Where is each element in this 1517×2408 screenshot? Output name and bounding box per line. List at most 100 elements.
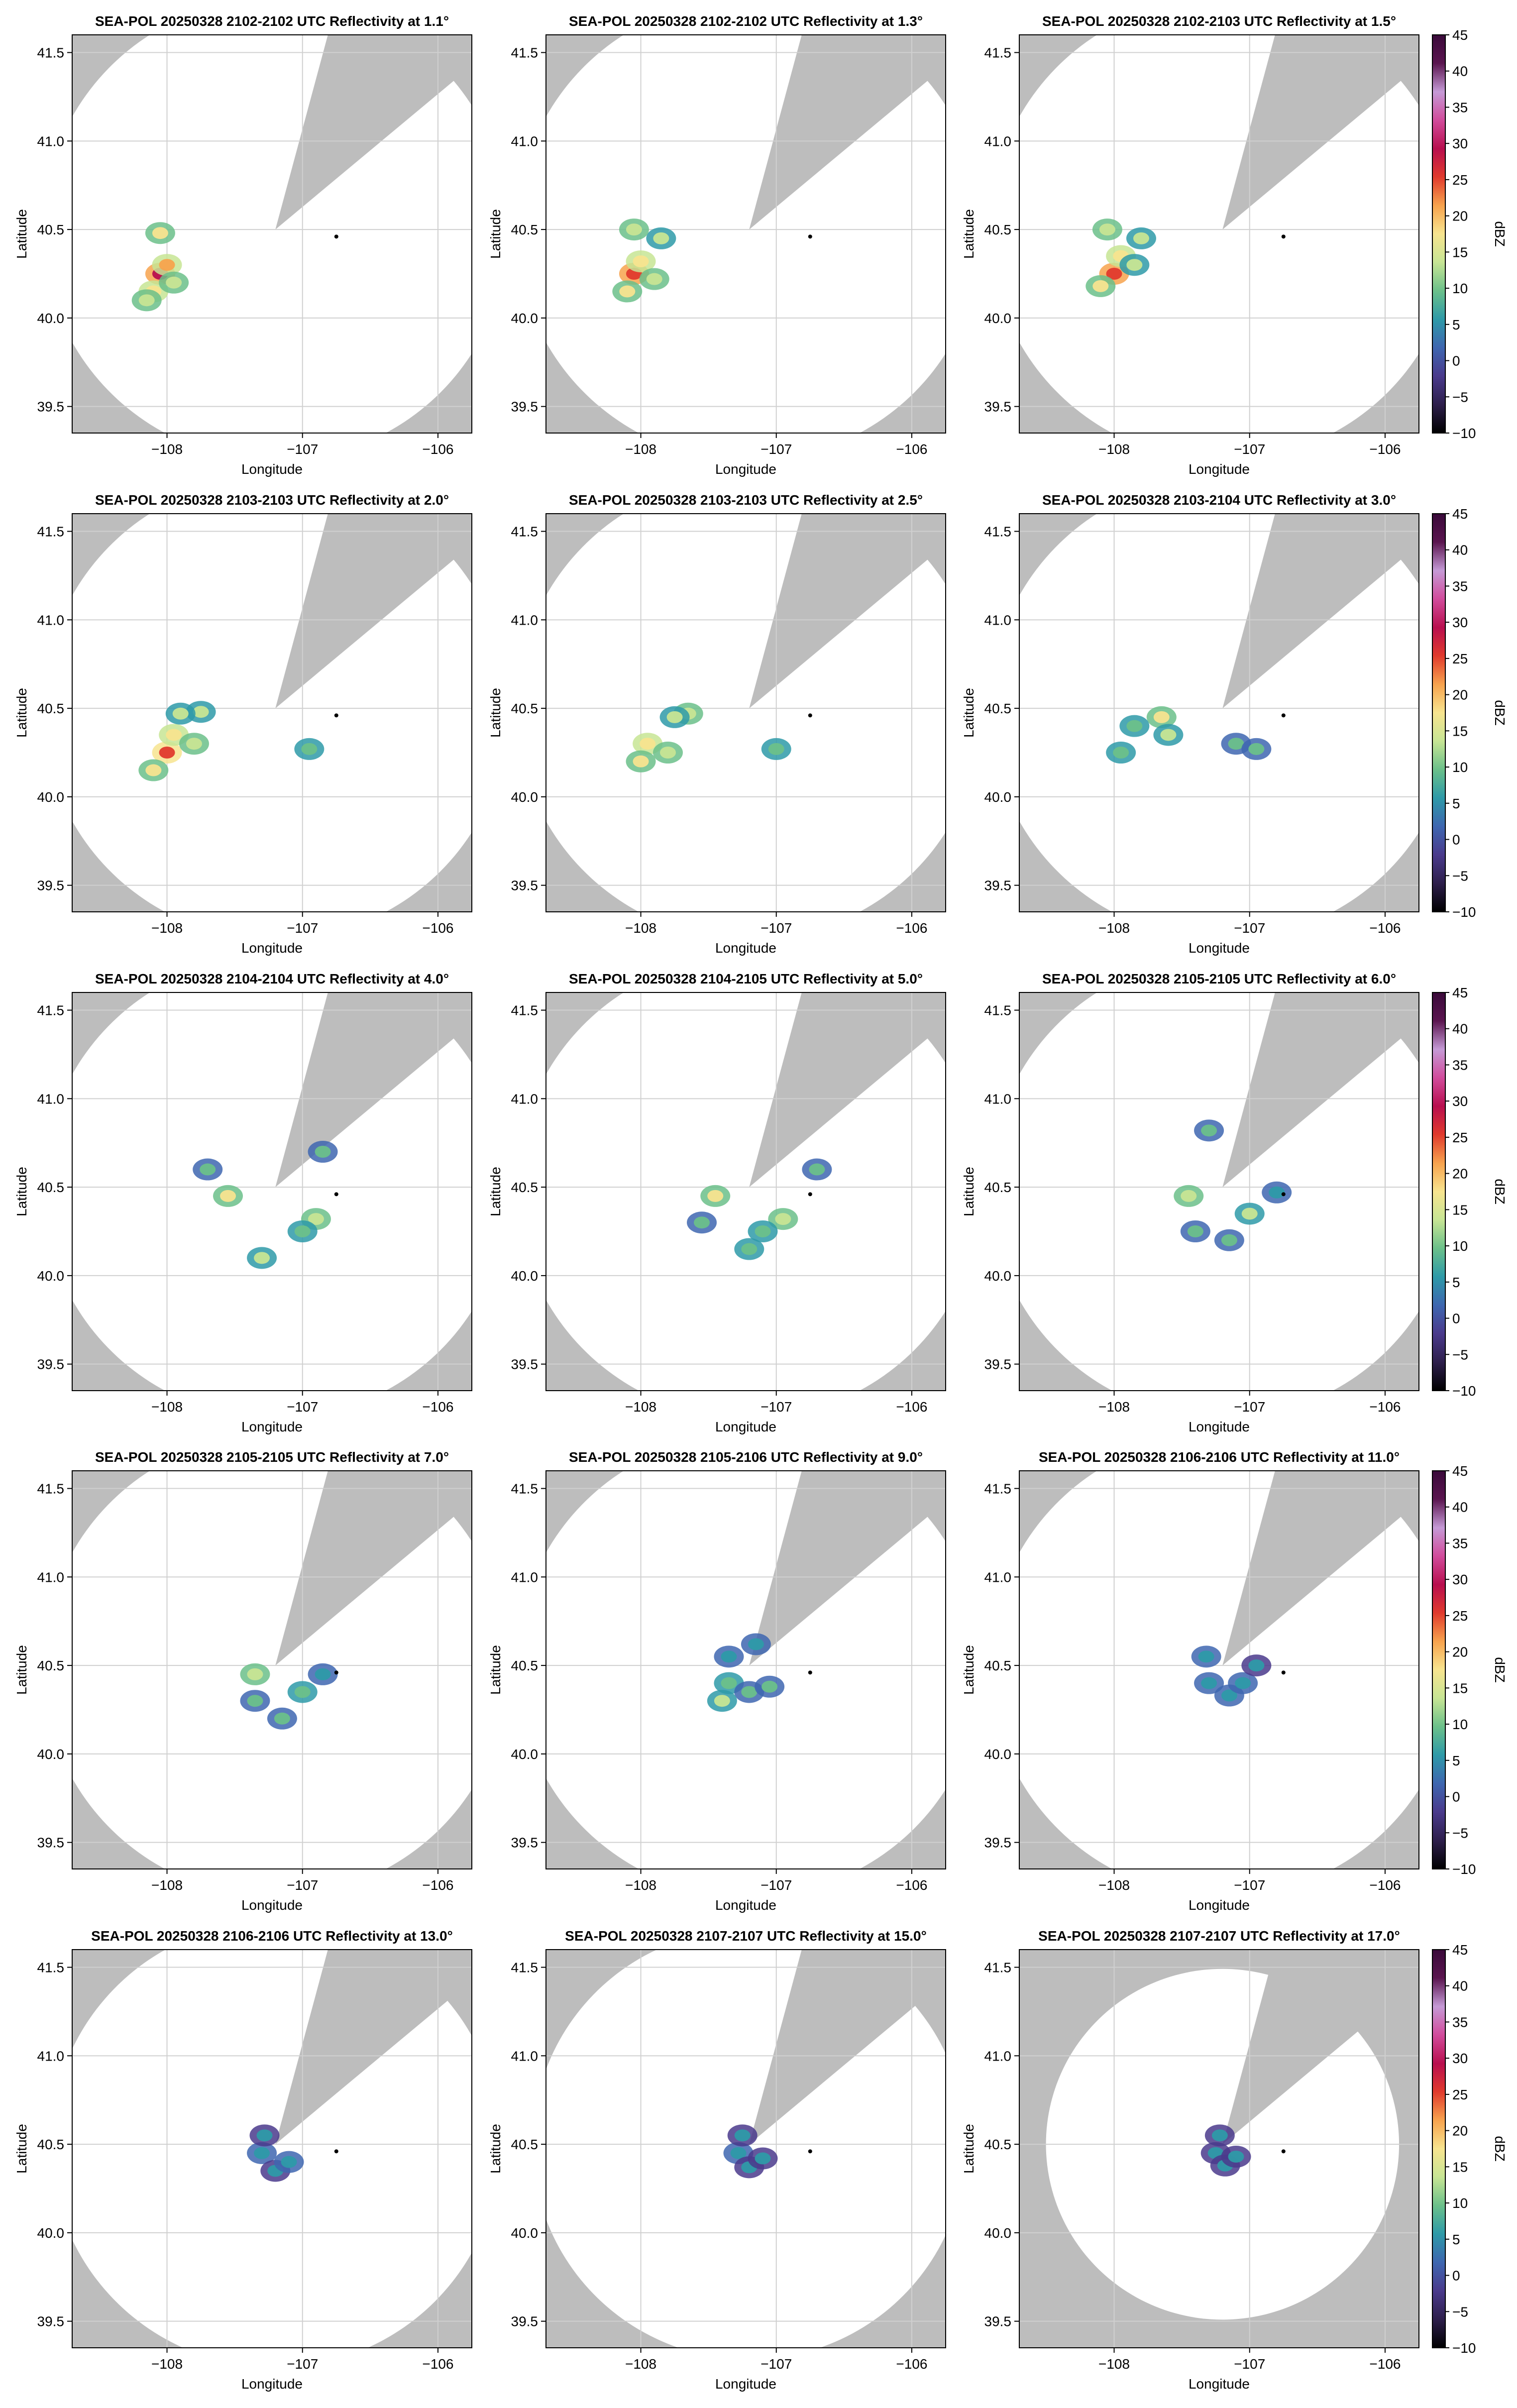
- y-axis-label: Latitude: [488, 688, 503, 738]
- x-tick-label: −108: [1098, 441, 1130, 457]
- y-axis-label: Latitude: [14, 688, 29, 738]
- site-marker: [808, 713, 812, 718]
- x-axis-label: Longitude: [1189, 461, 1250, 477]
- x-axis-label: Longitude: [715, 1419, 776, 1434]
- reflectivity-echo-core: [741, 1243, 758, 1255]
- y-tick-label: 40.0: [37, 2225, 65, 2241]
- x-tick-label: −106: [1369, 920, 1401, 936]
- radar-coverage-area: [546, 992, 946, 1391]
- y-tick-label: 40.0: [984, 1747, 1012, 1762]
- colorbar-tick-label: 25: [1452, 2087, 1468, 2102]
- reflectivity-echo-core: [748, 1638, 764, 1650]
- reflectivity-echo-core: [721, 1650, 737, 1663]
- radar-coverage-area: [72, 992, 472, 1391]
- reflectivity-echo-core: [1248, 743, 1265, 755]
- colorbar-tick-label: 25: [1452, 1130, 1468, 1145]
- colorbar: 45 40 35 30 25 20 15 10 5 0 −5 −10 dBZ: [1432, 1463, 1508, 1877]
- colorbar-label: dBZ: [1492, 2136, 1508, 2161]
- y-tick-label: 41.5: [511, 1003, 539, 1018]
- x-tick-label: −106: [1369, 441, 1401, 457]
- y-tick-label: 39.5: [511, 1357, 539, 1372]
- colorbar-tick-label: 15: [1452, 244, 1468, 260]
- y-tick-label: 40.5: [984, 222, 1012, 237]
- colorbar-tick-label: −5: [1452, 868, 1468, 883]
- y-tick-label: 39.5: [37, 2314, 65, 2329]
- x-axis-label: Longitude: [715, 461, 776, 477]
- y-tick-label: 41.0: [37, 2048, 65, 2064]
- colorbar-tick-label: 10: [1452, 1717, 1468, 1732]
- colorbar-tick-label: 30: [1452, 1572, 1468, 1587]
- reflectivity-echo-core: [186, 738, 202, 750]
- colorbar-tick-label: 40: [1452, 64, 1468, 79]
- reflectivity-echo-core: [646, 273, 662, 285]
- reflectivity-echo-core: [1228, 738, 1244, 750]
- y-axis-label: Latitude: [488, 2124, 503, 2174]
- colorbar-tick-label: 45: [1452, 506, 1468, 522]
- x-tick-label: −106: [422, 1399, 453, 1415]
- colorbar-tick-label: 35: [1452, 1535, 1468, 1551]
- colorbar-tick-label: 45: [1452, 1942, 1468, 1958]
- y-axis-label: Latitude: [961, 688, 976, 738]
- reflectivity-echo-core: [315, 1146, 331, 1158]
- echo-group: [240, 1663, 338, 1730]
- colorbar-gradient: [1432, 1470, 1446, 1869]
- site-marker: [1281, 2149, 1286, 2154]
- ppi-panel: −108 −107 −106 41.5 41.0 40.5 40.0 39.5 SEA-POL …: [961, 1449, 1419, 1913]
- x-tick-label: −108: [625, 1877, 656, 1893]
- axes-frame: [72, 34, 472, 434]
- y-tick-label: 41.5: [37, 45, 65, 61]
- y-tick-label: 39.5: [37, 1357, 65, 1372]
- y-tick-label: 41.0: [37, 133, 65, 149]
- ppi-panel: −108 −107 −106 41.5 41.0 40.5 40.0 39.5 SEA-POL …: [488, 492, 946, 956]
- y-tick-label: 41.5: [984, 45, 1012, 61]
- y-axis-label: Latitude: [488, 209, 503, 259]
- y-tick-label: 39.5: [984, 1357, 1012, 1372]
- panel-title: SEA-POL 20250328 2105-2106 UTC Reflectiv…: [569, 1449, 923, 1465]
- echo-group: [612, 219, 676, 303]
- reflectivity-echo-core: [1153, 711, 1170, 723]
- reflectivity-echo-core: [220, 1190, 236, 1202]
- x-tick-label: −107: [760, 2356, 792, 2372]
- colorbar-tick-label: 30: [1452, 136, 1468, 151]
- colorbar-tick-label: 35: [1452, 578, 1468, 594]
- reflectivity-echo-core: [1211, 2129, 1228, 2142]
- reflectivity-echo-core: [1133, 232, 1149, 244]
- echo-group: [687, 1158, 832, 1260]
- y-tick-label: 40.0: [511, 311, 539, 326]
- colorbar-tick-label: −10: [1452, 426, 1476, 441]
- y-tick-label: 39.5: [984, 2314, 1012, 2329]
- y-tick-label: 40.0: [511, 789, 539, 805]
- reflectivity-echo-core: [254, 2147, 270, 2159]
- reflectivity-echo-core: [274, 1712, 290, 1725]
- colorbar-tick-label: 20: [1452, 2123, 1468, 2139]
- y-tick-label: 40.5: [984, 701, 1012, 716]
- y-tick-label: 40.5: [37, 222, 65, 237]
- x-axis-label: Longitude: [1189, 2376, 1250, 2392]
- colorbar-tick-label: 10: [1452, 760, 1468, 775]
- y-axis-label: Latitude: [14, 1167, 29, 1216]
- reflectivity-echo-core: [193, 706, 209, 718]
- y-tick-label: 41.0: [511, 133, 539, 149]
- y-tick-label: 41.0: [511, 1091, 539, 1106]
- reflectivity-echo-core: [247, 1668, 263, 1680]
- reflectivity-echo-core: [1126, 259, 1143, 271]
- axes-frame: [545, 513, 946, 912]
- x-tick-label: −106: [422, 920, 453, 936]
- reflectivity-echo-core: [1248, 1659, 1265, 1672]
- reflectivity-echo-core: [172, 707, 189, 720]
- echo-group: [131, 222, 189, 312]
- colorbar-tick-label: 20: [1452, 1644, 1468, 1660]
- reflectivity-echo-core: [159, 259, 175, 271]
- site-marker: [808, 2149, 812, 2154]
- axes-frame: [1019, 1949, 1419, 2348]
- x-axis-label: Longitude: [241, 1897, 303, 1913]
- y-tick-label: 41.5: [984, 1481, 1012, 1497]
- y-tick-label: 41.0: [984, 1569, 1012, 1585]
- site-marker: [1281, 1670, 1286, 1675]
- colorbar-tick-label: 40: [1452, 1978, 1468, 1994]
- ppi-panel: −108 −107 −106 41.5 41.0 40.5 40.0 39.5 SEA-POL …: [14, 492, 472, 956]
- colorbar-tick-label: 5: [1452, 1275, 1460, 1290]
- y-tick-label: 41.0: [37, 612, 65, 628]
- y-tick-label: 39.5: [511, 399, 539, 415]
- x-tick-label: −106: [422, 1877, 453, 1893]
